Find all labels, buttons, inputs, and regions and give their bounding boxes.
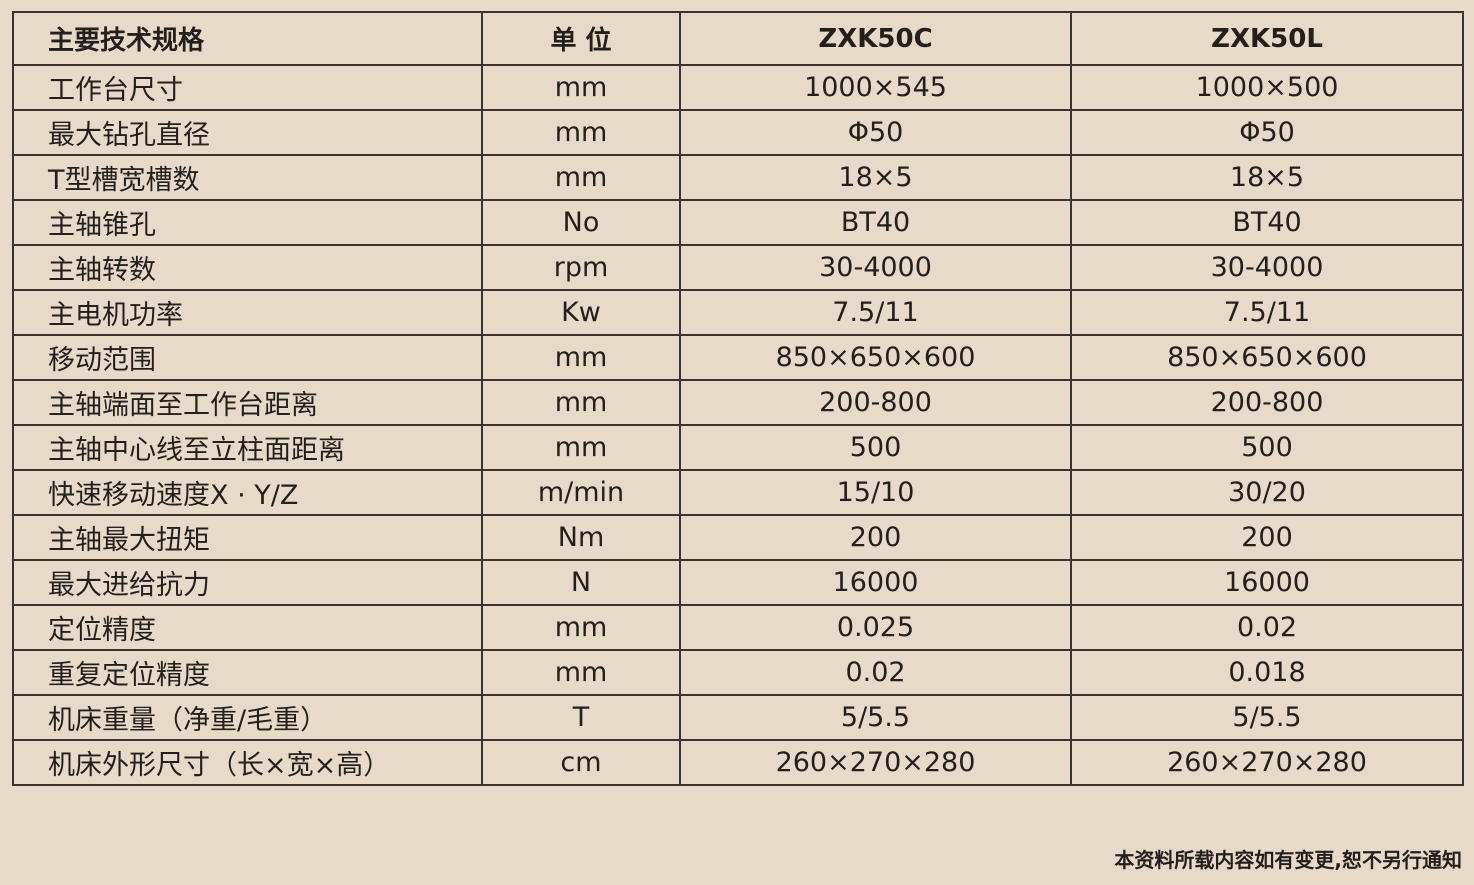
model-1-value: 260×270×280 (679, 739, 1072, 786)
model-1-value: 1000×545 (679, 64, 1072, 111)
model-2-value: 0.02 (1070, 604, 1464, 651)
model-2-value: 30/20 (1070, 469, 1464, 516)
spec-table: 主要技术规格 单 位 ZXK50C ZXK50L 工作台尺寸 mm 1000×545… (12, 11, 1464, 786)
table-row: 机床外形尺寸（长×宽×高） cm 260×270×280 260×270×280 (12, 739, 1464, 786)
table-row: 主轴锥孔 No BT40 BT40 (12, 199, 1464, 246)
spec-name: 主轴锥孔 (12, 199, 483, 246)
unit: mm (481, 64, 681, 111)
spec-name: 机床外形尺寸（长×宽×高） (12, 739, 483, 786)
unit: T (481, 694, 681, 741)
model-1-value: 7.5/11 (679, 289, 1072, 336)
table-header-row: 主要技术规格 单 位 ZXK50C ZXK50L (12, 11, 1464, 66)
table-row: 快速移动速度X · Y/Z m/min 15/10 30/20 (12, 469, 1464, 516)
model-1-value: 15/10 (679, 469, 1072, 516)
table-row: 最大钻孔直径 mm Φ50 Φ50 (12, 109, 1464, 156)
table-row: 主轴中心线至立柱面距离 mm 500 500 (12, 424, 1464, 471)
table-row: 主电机功率 Kw 7.5/11 7.5/11 (12, 289, 1464, 336)
model-2-value: 1000×500 (1070, 64, 1464, 111)
model-2-value: 16000 (1070, 559, 1464, 606)
table-row: 工作台尺寸 mm 1000×545 1000×500 (12, 64, 1464, 111)
model-1-value: 500 (679, 424, 1072, 471)
unit: rpm (481, 244, 681, 291)
spec-name: 定位精度 (12, 604, 483, 651)
spec-name: 最大进给抗力 (12, 559, 483, 606)
model-1-value: Φ50 (679, 109, 1072, 156)
unit: N (481, 559, 681, 606)
model-1-value: BT40 (679, 199, 1072, 246)
spec-name: 工作台尺寸 (12, 64, 483, 111)
model-1-value: 200 (679, 514, 1072, 561)
spec-name: 主轴转数 (12, 244, 483, 291)
header-unit: 单 位 (481, 11, 681, 66)
table-row: 主轴转数 rpm 30-4000 30-4000 (12, 244, 1464, 291)
spec-name: 主轴中心线至立柱面距离 (12, 424, 483, 471)
model-1-value: 30-4000 (679, 244, 1072, 291)
spec-name: 移动范围 (12, 334, 483, 381)
model-2-value: 0.018 (1070, 649, 1464, 696)
model-2-value: 200-800 (1070, 379, 1464, 426)
table-row: 主轴最大扭矩 Nm 200 200 (12, 514, 1464, 561)
model-2-value: 500 (1070, 424, 1464, 471)
model-2-value: 7.5/11 (1070, 289, 1464, 336)
model-2-value: Φ50 (1070, 109, 1464, 156)
spec-name: 重复定位精度 (12, 649, 483, 696)
model-1-value: 18×5 (679, 154, 1072, 201)
table-row: T型槽宽槽数 mm 18×5 18×5 (12, 154, 1464, 201)
model-1-value: 5/5.5 (679, 694, 1072, 741)
unit: mm (481, 424, 681, 471)
model-1-value: 0.025 (679, 604, 1072, 651)
spec-name: T型槽宽槽数 (12, 154, 483, 201)
spec-name: 机床重量（净重/毛重） (12, 694, 483, 741)
model-2-value: 260×270×280 (1070, 739, 1464, 786)
table-row: 最大进给抗力 N 16000 16000 (12, 559, 1464, 606)
footer-note: 本资料所载内容如有变更,恕不另行通知 (1114, 848, 1462, 872)
unit: mm (481, 334, 681, 381)
model-2-value: 5/5.5 (1070, 694, 1464, 741)
unit: No (481, 199, 681, 246)
unit: mm (481, 649, 681, 696)
table-row: 主轴端面至工作台距离 mm 200-800 200-800 (12, 379, 1464, 426)
model-1-value: 200-800 (679, 379, 1072, 426)
spec-name: 主电机功率 (12, 289, 483, 336)
unit: Kw (481, 289, 681, 336)
unit: mm (481, 154, 681, 201)
table-row: 机床重量（净重/毛重） T 5/5.5 5/5.5 (12, 694, 1464, 741)
table-row: 定位精度 mm 0.025 0.02 (12, 604, 1464, 651)
unit: mm (481, 379, 681, 426)
table-row: 重复定位精度 mm 0.02 0.018 (12, 649, 1464, 696)
table-row: 移动范围 mm 850×650×600 850×650×600 (12, 334, 1464, 381)
unit: mm (481, 109, 681, 156)
spec-name: 快速移动速度X · Y/Z (12, 469, 483, 516)
model-2-value: 30-4000 (1070, 244, 1464, 291)
header-spec: 主要技术规格 (12, 11, 483, 66)
unit: Nm (481, 514, 681, 561)
model-1-value: 16000 (679, 559, 1072, 606)
spec-name: 最大钻孔直径 (12, 109, 483, 156)
unit: cm (481, 739, 681, 786)
header-model-1: ZXK50C (679, 11, 1072, 66)
model-2-value: 200 (1070, 514, 1464, 561)
header-model-2: ZXK50L (1070, 11, 1464, 66)
model-2-value: 850×650×600 (1070, 334, 1464, 381)
model-1-value: 0.02 (679, 649, 1072, 696)
model-1-value: 850×650×600 (679, 334, 1072, 381)
spec-name: 主轴最大扭矩 (12, 514, 483, 561)
unit: m/min (481, 469, 681, 516)
spec-name: 主轴端面至工作台距离 (12, 379, 483, 426)
model-2-value: BT40 (1070, 199, 1464, 246)
model-2-value: 18×5 (1070, 154, 1464, 201)
unit: mm (481, 604, 681, 651)
